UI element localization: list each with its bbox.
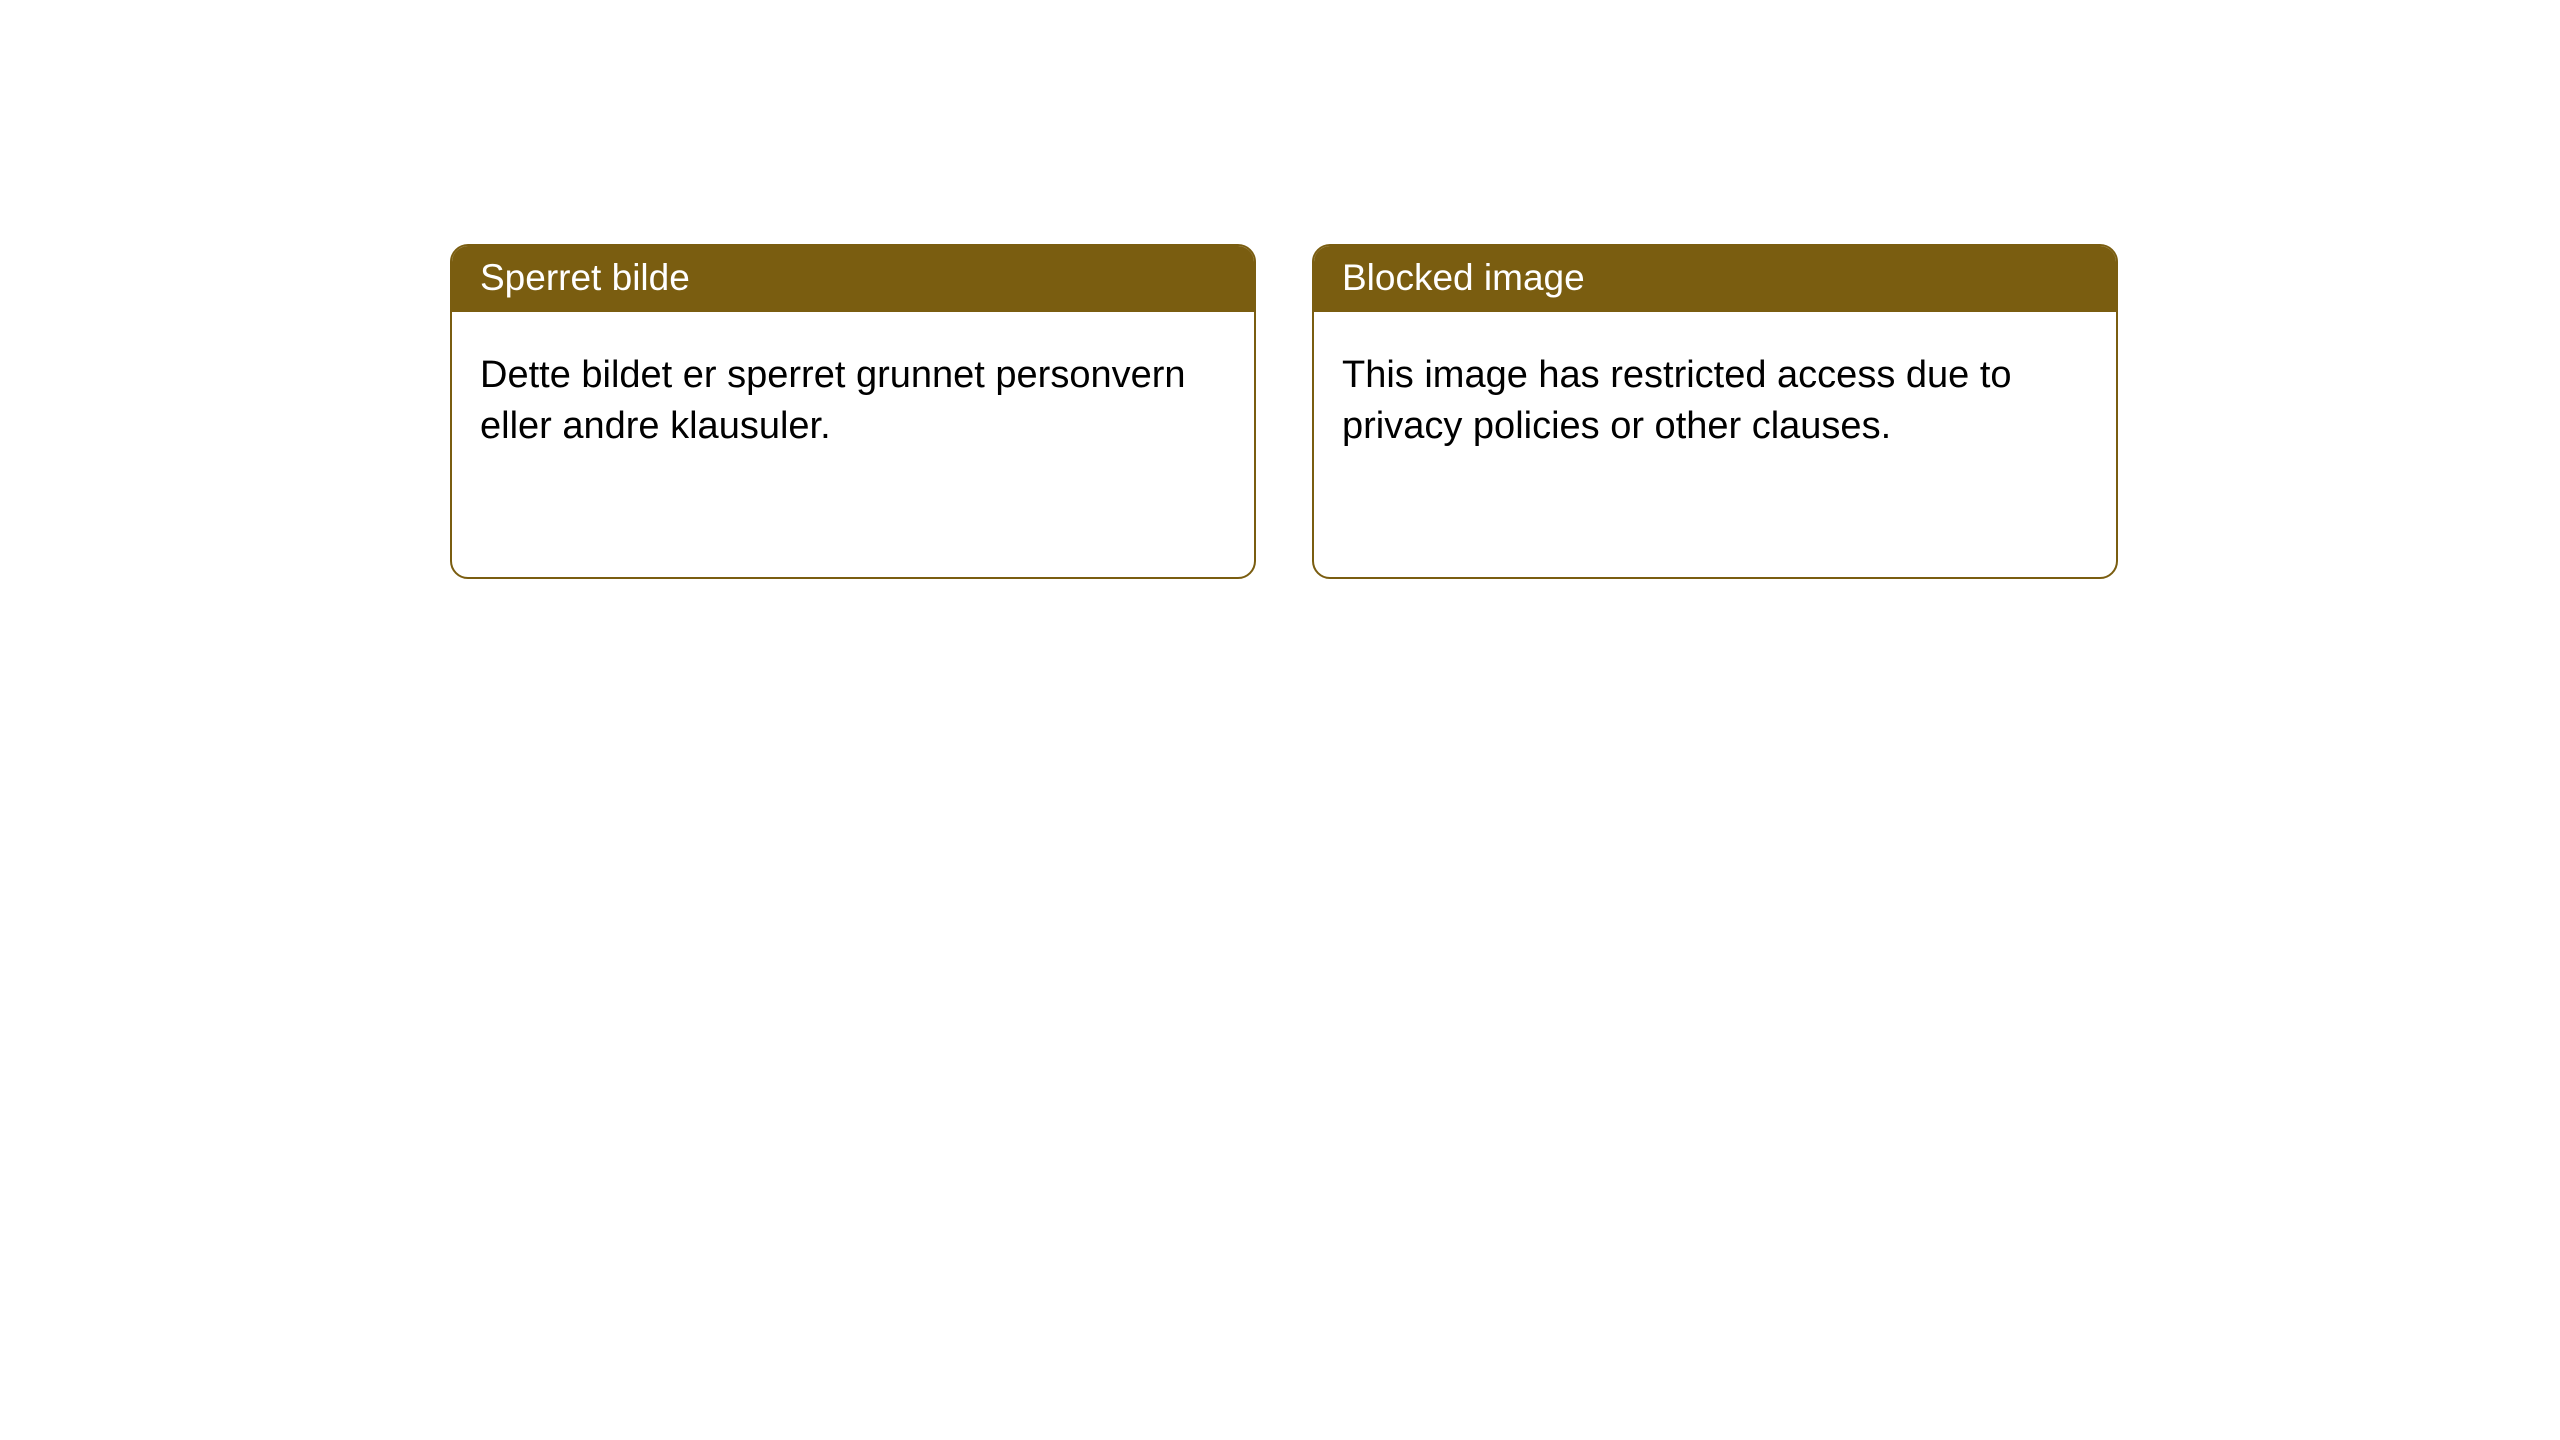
- notice-cards-container: Sperret bilde Dette bildet er sperret gr…: [450, 244, 2560, 579]
- notice-card-title: Blocked image: [1314, 246, 2116, 312]
- notice-card-body: This image has restricted access due to …: [1314, 312, 2116, 491]
- notice-card-title: Sperret bilde: [452, 246, 1254, 312]
- notice-card-english: Blocked image This image has restricted …: [1312, 244, 2118, 579]
- notice-card-body: Dette bildet er sperret grunnet personve…: [452, 312, 1254, 491]
- notice-card-norwegian: Sperret bilde Dette bildet er sperret gr…: [450, 244, 1256, 579]
